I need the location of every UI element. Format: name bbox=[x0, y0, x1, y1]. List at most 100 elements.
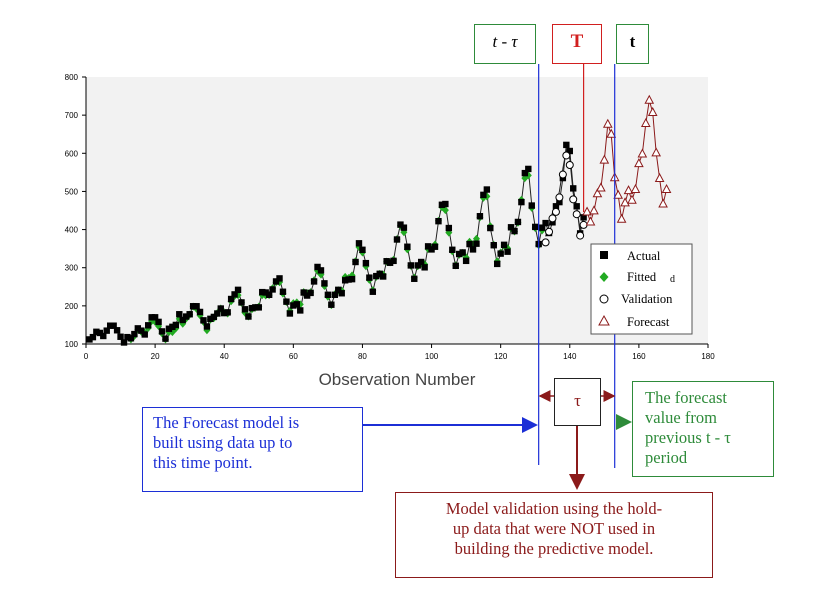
actual-point bbox=[386, 259, 394, 266]
actual-point bbox=[362, 259, 370, 267]
y-tick-label: 400 bbox=[65, 226, 79, 235]
actual-point bbox=[293, 301, 300, 308]
legend-forecast-label: Forecast bbox=[627, 315, 670, 329]
actual-point bbox=[476, 213, 484, 220]
actual-point bbox=[176, 311, 183, 318]
x-tick-label: 0 bbox=[84, 352, 89, 361]
x-tick-label: 40 bbox=[220, 352, 229, 361]
validation-point bbox=[576, 231, 585, 240]
x-tick-label: 120 bbox=[494, 352, 508, 361]
actual-point bbox=[511, 227, 518, 235]
actual-point bbox=[331, 291, 338, 298]
validation-point bbox=[541, 238, 550, 247]
y-tick-label: 200 bbox=[65, 302, 79, 311]
actual-point bbox=[494, 260, 501, 268]
y-tick-label: 800 bbox=[65, 73, 79, 82]
actual-point bbox=[297, 307, 304, 314]
legend-fitted-marker bbox=[599, 272, 609, 282]
actual-point bbox=[151, 314, 159, 321]
actual-point bbox=[234, 286, 242, 294]
actual-point bbox=[314, 263, 321, 271]
actual-point bbox=[117, 333, 124, 340]
actual-point bbox=[507, 224, 515, 231]
t-minus-tau-label: t - τ bbox=[474, 24, 536, 64]
actual-point bbox=[359, 246, 366, 253]
forecast-point bbox=[644, 94, 655, 104]
actual-point bbox=[221, 309, 228, 317]
actual-point bbox=[397, 221, 404, 228]
actual-point bbox=[217, 305, 224, 312]
actual-point bbox=[131, 330, 138, 338]
actual-point bbox=[106, 322, 114, 329]
model-built-line: this time point. bbox=[153, 453, 253, 472]
actual-point bbox=[497, 250, 504, 257]
actual-point bbox=[227, 295, 235, 303]
actual-point bbox=[424, 243, 432, 250]
x-tick-label: 60 bbox=[289, 352, 298, 361]
validation-point bbox=[551, 207, 560, 216]
validation-point bbox=[558, 170, 567, 179]
actual-point bbox=[566, 147, 573, 155]
actual-point bbox=[417, 258, 425, 266]
legend-forecast-marker bbox=[598, 314, 610, 326]
validation-point bbox=[545, 227, 554, 236]
actual-point bbox=[348, 275, 356, 283]
actual-point bbox=[345, 276, 352, 283]
actual-point bbox=[231, 291, 238, 298]
actual-point bbox=[324, 291, 332, 298]
forecast-point bbox=[634, 158, 644, 168]
actual-point bbox=[303, 292, 311, 299]
actual-point bbox=[141, 331, 148, 338]
actual-point bbox=[186, 311, 193, 318]
y-tick-label: 100 bbox=[65, 340, 79, 349]
actual-point bbox=[514, 218, 522, 226]
actual-point bbox=[165, 325, 173, 332]
actual-point bbox=[538, 224, 546, 231]
forecast-point bbox=[596, 182, 606, 192]
actual-point bbox=[504, 248, 511, 255]
actual-point bbox=[466, 240, 473, 248]
model-built-note: The Forecast model is built using data u… bbox=[142, 407, 363, 492]
actual-point bbox=[431, 243, 439, 250]
actual-point bbox=[459, 249, 466, 256]
legend-validation-label: Validation bbox=[621, 292, 673, 306]
actual-point bbox=[373, 272, 380, 280]
axis-ticks: 0 20 40 60 80 100 120 140 160 180 100 200 300 400 500 6… bbox=[65, 73, 716, 361]
x-tick-label: 160 bbox=[632, 352, 646, 361]
forecast-point bbox=[640, 117, 651, 128]
validation-point bbox=[565, 161, 574, 170]
actual-point bbox=[255, 304, 262, 311]
validation-point bbox=[562, 151, 571, 160]
actual-point bbox=[148, 314, 155, 321]
actual-point bbox=[528, 202, 535, 209]
forecast-point bbox=[630, 183, 641, 194]
actual-point bbox=[110, 322, 117, 329]
forecast-point bbox=[658, 198, 668, 208]
actual-point bbox=[158, 328, 166, 335]
forecast-point bbox=[637, 148, 648, 158]
actual-point bbox=[341, 277, 349, 284]
actual-point bbox=[196, 308, 204, 316]
actual-point bbox=[411, 275, 418, 282]
connectors bbox=[363, 390, 632, 490]
actual-point bbox=[276, 275, 283, 282]
actual-point bbox=[100, 332, 107, 340]
series-layer bbox=[86, 94, 672, 346]
actual-point bbox=[438, 201, 446, 208]
legend-actual-marker bbox=[600, 251, 608, 259]
actual-point bbox=[86, 336, 93, 343]
actual-point bbox=[113, 327, 121, 334]
legend: Actual Fitted d Validation Forecast bbox=[590, 243, 693, 335]
actual-point bbox=[487, 224, 494, 232]
forecast-point bbox=[616, 213, 627, 223]
validation-line: building the predictive model. bbox=[454, 539, 654, 558]
actual-point bbox=[183, 313, 190, 320]
actual-point bbox=[390, 257, 397, 265]
T-label: T bbox=[552, 24, 602, 64]
actual-point bbox=[376, 270, 383, 278]
actual-point bbox=[338, 290, 345, 297]
validation-point bbox=[555, 193, 564, 202]
forecast-point bbox=[606, 128, 617, 138]
actual-point bbox=[265, 291, 273, 298]
